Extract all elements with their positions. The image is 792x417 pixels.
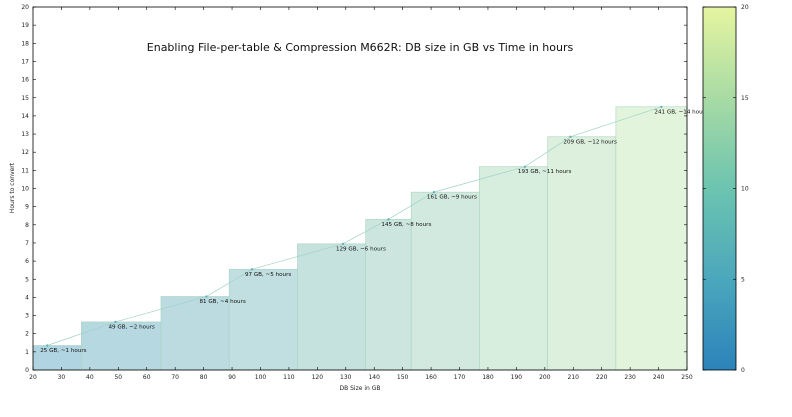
colorbar-tick-label: 5 bbox=[741, 276, 745, 283]
x-tick-label: 150 bbox=[397, 374, 409, 381]
x-tick-label: 70 bbox=[171, 374, 179, 381]
bars-layer bbox=[32, 106, 688, 371]
y-tick-label: 10 bbox=[21, 186, 29, 193]
y-tick-label: 16 bbox=[21, 77, 29, 84]
y-tick-label: 2 bbox=[25, 331, 29, 338]
bar-145gb bbox=[365, 219, 412, 371]
bar-161gb bbox=[410, 191, 480, 371]
bar-49gb bbox=[81, 321, 162, 371]
bar-129gb bbox=[297, 243, 366, 371]
bar-25gb bbox=[32, 345, 82, 371]
y-tick-label: 6 bbox=[25, 258, 29, 265]
y-tick-label: 8 bbox=[25, 222, 29, 229]
bar-81gb bbox=[160, 296, 230, 371]
y-tick-label: 0 bbox=[25, 367, 29, 374]
y-tick-label: 15 bbox=[21, 95, 29, 102]
y-tick-label: 5 bbox=[25, 276, 29, 283]
x-tick-label: 90 bbox=[228, 374, 236, 381]
trend-marker-241gb bbox=[660, 105, 663, 108]
y-tick-label: 9 bbox=[25, 204, 29, 211]
y-tick-label: 11 bbox=[21, 167, 29, 174]
y-axis-label: Hours to convert bbox=[9, 162, 16, 213]
y-tick-label: 14 bbox=[21, 113, 29, 120]
x-tick-label: 50 bbox=[114, 374, 122, 381]
colorbar-ticks: 0 5 10 15 20 bbox=[703, 4, 749, 374]
y-tick-label: 1 bbox=[25, 349, 29, 356]
y-tick-label: 7 bbox=[25, 240, 29, 247]
colorbar-tick-label: 0 bbox=[741, 367, 745, 374]
trend-marker-145gb bbox=[387, 218, 390, 221]
trend-line bbox=[47, 106, 662, 346]
trend-marker-193gb bbox=[523, 165, 527, 168]
y-tick-label: 4 bbox=[25, 294, 29, 301]
data-label-161gb: 161 GB, ~9 hours bbox=[427, 195, 477, 201]
x-tick-label: 160 bbox=[425, 374, 437, 381]
x-axis-ticks: 20 30 40 50 60 70 80 90 100 110 120 130 140 150 160 170… bbox=[29, 7, 693, 381]
trend-marker-129gb bbox=[341, 242, 345, 245]
bar-97gb bbox=[228, 268, 298, 371]
x-tick-label: 40 bbox=[86, 374, 94, 381]
colorbar-tick-label: 20 bbox=[741, 4, 749, 11]
x-tick-label: 120 bbox=[312, 374, 324, 381]
x-tick-label: 30 bbox=[58, 374, 66, 381]
data-label-209gb: 209 GB, ~12 hours bbox=[563, 139, 617, 145]
x-tick-label: 230 bbox=[624, 374, 636, 381]
trend-marker-161gb bbox=[432, 191, 436, 194]
x-tick-label: 60 bbox=[143, 374, 151, 381]
trend-line-layer bbox=[46, 105, 663, 347]
x-tick-label: 130 bbox=[340, 374, 352, 381]
data-label-97gb: 97 GB, ~5 hours bbox=[245, 272, 291, 278]
trend-marker-97gb bbox=[250, 268, 254, 271]
bar-241gb bbox=[615, 106, 688, 371]
colorbar-tick-label: 10 bbox=[741, 186, 749, 193]
data-label-241gb: 241 GB, ~14 hours bbox=[654, 109, 708, 115]
x-tick-label: 140 bbox=[368, 374, 380, 381]
x-tick-label: 170 bbox=[454, 374, 466, 381]
x-tick-label: 80 bbox=[200, 374, 208, 381]
y-tick-label: 3 bbox=[25, 313, 29, 320]
data-label-145gb: 145 GB, ~8 hours bbox=[381, 222, 431, 228]
data-label-193gb: 193 GB, ~11 hours bbox=[518, 169, 572, 175]
data-label-129gb: 129 GB, ~6 hours bbox=[336, 246, 386, 252]
x-tick-label: 180 bbox=[482, 374, 494, 381]
trend-marker-81gb bbox=[205, 295, 208, 298]
data-label-25gb: 25 GB, ~1 hours bbox=[40, 348, 86, 354]
x-axis-label: DB Size in GB bbox=[339, 385, 380, 392]
y-tick-label: 12 bbox=[21, 149, 29, 156]
colorbar bbox=[702, 6, 737, 371]
data-label-81gb: 81 GB, ~4 hours bbox=[199, 299, 245, 305]
bar-193gb bbox=[479, 166, 548, 371]
y-tick-label: 19 bbox=[21, 22, 29, 29]
colorbar-tick-label: 15 bbox=[741, 95, 749, 102]
bar-209gb bbox=[547, 136, 617, 371]
chart-title: Enabling File-per-table & Compression M6… bbox=[147, 41, 574, 54]
y-tick-label: 20 bbox=[21, 4, 29, 11]
x-tick-label: 240 bbox=[653, 374, 665, 381]
y-tick-label: 13 bbox=[21, 131, 29, 138]
trend-marker-209gb bbox=[569, 135, 572, 138]
x-tick-label: 210 bbox=[568, 374, 580, 381]
data-labels-layer: 25 GB, ~1 hours 49 GB, ~2 hours 81 GB, ~4 … bbox=[40, 109, 708, 354]
x-tick-label: 100 bbox=[255, 374, 267, 381]
x-tick-label: 200 bbox=[539, 374, 551, 381]
x-tick-label: 190 bbox=[511, 374, 523, 381]
x-tick-label: 220 bbox=[596, 374, 608, 381]
trend-marker-25gb bbox=[46, 344, 49, 347]
y-tick-label: 18 bbox=[21, 40, 29, 47]
trend-marker-49gb bbox=[114, 320, 117, 324]
x-tick-label: 250 bbox=[681, 374, 693, 381]
y-tick-label: 17 bbox=[21, 58, 29, 65]
x-tick-label: 20 bbox=[29, 374, 37, 381]
data-label-49gb: 49 GB, ~2 hours bbox=[108, 324, 154, 330]
x-tick-label: 110 bbox=[283, 374, 295, 381]
